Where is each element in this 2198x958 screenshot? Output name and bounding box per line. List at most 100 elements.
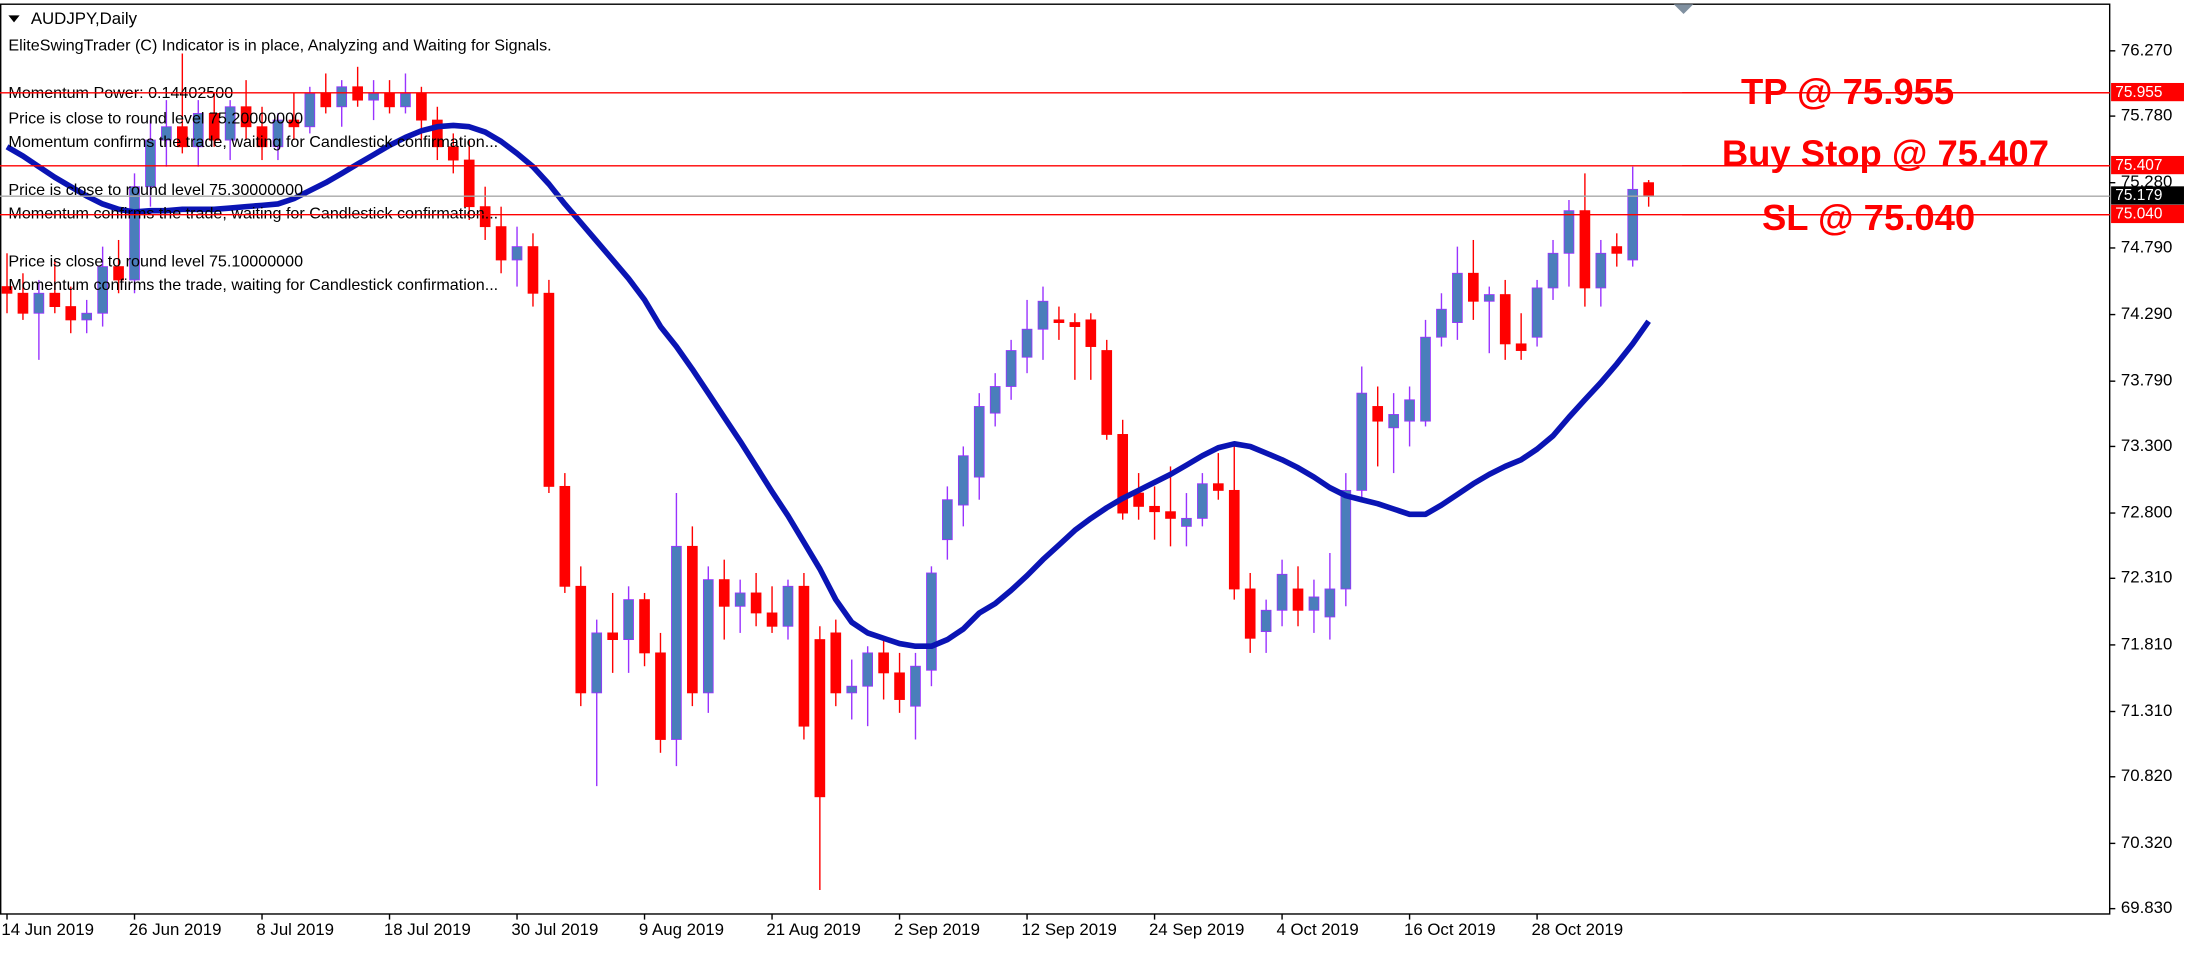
candle-body	[1037, 300, 1049, 330]
candle-body	[1069, 322, 1081, 327]
candle-body	[1388, 414, 1399, 429]
candle-body	[145, 139, 156, 188]
candle-body	[750, 592, 762, 614]
candle-body	[1324, 588, 1336, 618]
candle-body	[559, 485, 571, 587]
candle-body	[495, 226, 507, 261]
candle-body	[687, 545, 698, 694]
candle-body	[989, 386, 1001, 414]
candle-body	[161, 126, 172, 141]
level-name: Buy Stop @ 75.407	[1722, 133, 2049, 174]
x-tick-label: 18 Jul 2019	[384, 920, 471, 939]
level-box	[2111, 155, 2184, 175]
candle-body	[1563, 210, 1575, 254]
candle-body	[416, 93, 427, 121]
level-price-label: 75.407	[2115, 157, 2162, 174]
candle-body	[718, 579, 730, 607]
candle-body	[846, 685, 858, 694]
y-tick-label: 71.310	[2121, 701, 2172, 720]
x-tick-label: 26 Jun 2019	[129, 920, 222, 939]
candle-body	[1643, 182, 1654, 197]
candle-body	[639, 599, 650, 654]
x-tick-label: 12 Sep 2019	[1021, 920, 1116, 939]
candle-body	[766, 612, 778, 627]
indicator-text: Momentum confirms the trade, waiting for…	[8, 205, 498, 223]
shift-marker[interactable]	[1673, 4, 1694, 15]
candle-body	[926, 572, 937, 671]
candle-body	[224, 106, 236, 141]
candle-body	[543, 292, 555, 487]
candle-body	[1021, 328, 1033, 358]
candle-body	[942, 499, 953, 541]
current-price-label: 75.179	[2115, 187, 2162, 204]
candle-body	[97, 266, 108, 314]
candle-body	[1547, 252, 1559, 289]
candle-body	[1452, 272, 1463, 323]
x-tick-label: 16 Oct 2019	[1404, 920, 1496, 939]
candle-body	[1579, 210, 1591, 289]
candle-body	[1005, 350, 1017, 387]
candle-body	[1420, 336, 1431, 422]
candle-body	[1531, 287, 1543, 338]
indicator-text: Price is close to round level 75.3000000…	[8, 181, 303, 199]
menu-arrow[interactable]	[8, 15, 20, 23]
candle-body	[256, 126, 268, 148]
y-tick-label: 74.790	[2121, 237, 2172, 256]
y-tick-label: 74.290	[2121, 304, 2172, 323]
candle-body	[33, 292, 45, 314]
plot-frame	[0, 3, 2111, 915]
candle-body	[336, 86, 348, 108]
candle-body	[1260, 609, 1272, 633]
candle-body	[702, 579, 714, 694]
candle-body	[511, 246, 523, 261]
candle-body	[1468, 272, 1479, 302]
candle-body	[17, 292, 29, 314]
x-tick-label: 8 Jul 2019	[256, 920, 334, 939]
candle-body	[1499, 294, 1511, 345]
candle-body	[320, 93, 332, 108]
x-tick-label: 2 Sep 2019	[894, 920, 980, 939]
candle-body	[1404, 399, 1415, 422]
candle-body	[1372, 406, 1384, 422]
indicator-text: Price is close to round level 75.1000000…	[8, 252, 303, 270]
x-tick-label: 21 Aug 2019	[766, 920, 860, 939]
candle-body	[479, 206, 491, 228]
indicator-text: Momentum confirms the trade, waiting for…	[8, 133, 498, 151]
candle-body	[1085, 319, 1097, 347]
level-price-label: 75.955	[2115, 84, 2162, 101]
candle-body	[1436, 308, 1447, 338]
level-price-label: 75.040	[2115, 206, 2162, 223]
y-tick-label: 70.320	[2121, 833, 2172, 852]
overlay: EliteSwingTrader (C) Indicator is in pla…	[0, 37, 2184, 294]
candle-body	[1627, 188, 1639, 261]
candle-body	[1212, 483, 1224, 491]
chart-title: AUDJPY,Daily	[31, 9, 138, 28]
candle-body	[878, 652, 889, 674]
moving-average	[5, 122, 1651, 650]
candle-body	[49, 292, 61, 307]
candle-body	[1165, 511, 1176, 519]
candle-body	[1181, 517, 1192, 527]
candle-body	[1595, 252, 1607, 289]
candle-body	[81, 312, 93, 321]
y-tick-label: 72.310	[2121, 568, 2172, 587]
candle-body	[368, 93, 379, 101]
candle-body	[527, 246, 539, 294]
candle-body	[607, 632, 618, 641]
candle-body	[432, 119, 443, 148]
candle-body	[1149, 505, 1160, 513]
y-tick-label: 71.810	[2121, 634, 2172, 653]
candle-body	[384, 93, 395, 108]
candle-body	[973, 406, 985, 478]
candle-body	[623, 599, 634, 641]
candle-body	[288, 119, 300, 128]
candle-body	[463, 159, 475, 208]
candle-body	[910, 665, 921, 707]
plot: 76.27075.78075.28074.79074.29073.79073.3…	[1, 40, 2172, 939]
candle-body	[1356, 392, 1368, 491]
y-tick-label: 69.830	[2121, 898, 2172, 917]
x-tick-label: 30 Jul 2019	[511, 920, 598, 939]
candle-body	[1340, 489, 1352, 590]
candle-body	[208, 113, 220, 141]
